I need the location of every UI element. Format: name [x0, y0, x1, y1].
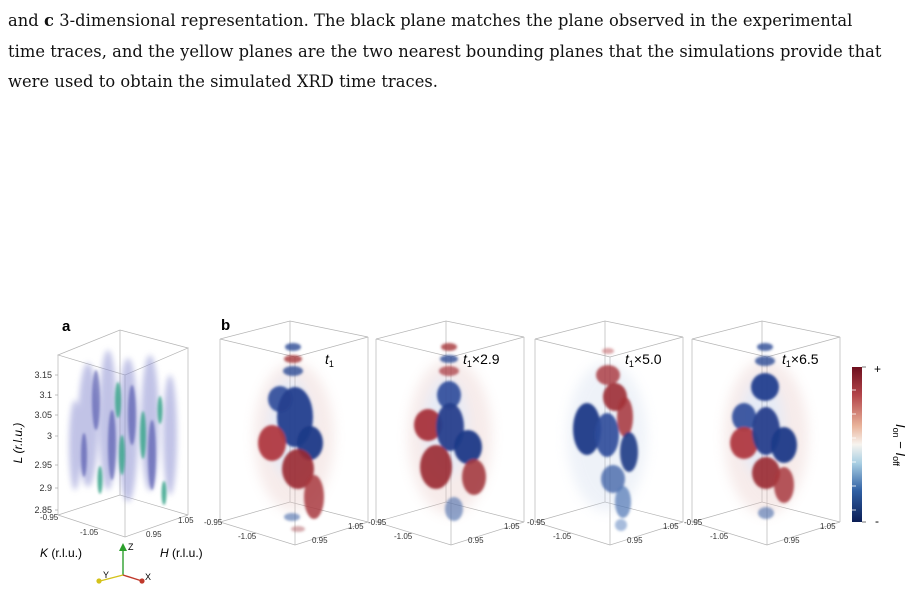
panel-b-cube-2: t1×2.9 -0.95 -1.05 0.95 1.05	[368, 320, 525, 546]
h-tick: 0.95	[312, 536, 328, 545]
k-tick: -1.05	[394, 532, 413, 541]
colorbar-minus: -	[875, 514, 879, 528]
k-tick: -0.95	[684, 518, 703, 527]
k-tick: -0.95	[368, 518, 387, 527]
k-tick: -0.95	[204, 518, 223, 527]
time-label: t1	[325, 351, 334, 369]
ytick-label: 3	[47, 431, 52, 441]
k-tick: -1.05	[553, 532, 572, 541]
panel-a-ylabel: L (r.l.u.)	[11, 423, 25, 464]
caption-line-3: were used to obtain the simulated XRD ti…	[8, 72, 439, 91]
h-tick: 0.95	[784, 536, 800, 545]
time-label: t1×5.0	[625, 351, 662, 369]
x-axis-line	[122, 574, 143, 582]
figure: a	[11, 317, 908, 584]
z-arrow-icon	[119, 543, 127, 551]
k-tick: -1.05	[238, 532, 257, 541]
h-tick: 1.05	[820, 522, 836, 531]
volume-blobs	[724, 343, 808, 519]
panel-b-label: b	[221, 317, 230, 334]
k-tick: -1.05	[80, 528, 99, 537]
colorbar-side-ticks	[862, 366, 866, 523]
panel-a-volume	[69, 350, 177, 505]
orientation-axes: Z Y X	[96, 542, 151, 584]
volume-blobs	[254, 343, 334, 532]
cube-ticks: -0.95 -1.05 0.95 1.05	[684, 518, 836, 545]
k-tick: -0.95	[527, 518, 546, 527]
time-label: t1×6.5	[782, 351, 819, 369]
colorbar-plus: +	[874, 362, 881, 376]
figure-caption: and c 3-dimensional representation. The …	[8, 6, 908, 98]
panel-b-cube-3: t1×5.0 -0.95 -1.05 0.95 1.05	[527, 320, 684, 546]
h-tick: 0.95	[146, 530, 162, 539]
y-axis-line	[99, 574, 124, 582]
y-arrow-icon	[96, 578, 102, 584]
caption-text: 3-dimensional representation. The black …	[53, 11, 853, 30]
caption-panel-ref: c	[44, 11, 54, 30]
panel-a-bottom-ticks: -0.95 -1.05 0.95 1.05	[40, 513, 194, 539]
cube-ticks: -0.95 -1.05 0.95 1.05	[204, 518, 364, 545]
h-tick: 0.95	[468, 536, 484, 545]
colorbar: + - Ion − Ioff	[852, 362, 908, 528]
panel-a-yticks: 3.15 3.1 3.05 3 2.95 2.9 2.85	[34, 370, 58, 515]
cube-ticks: -0.95 -1.05 0.95 1.05	[368, 518, 520, 545]
panel-b-cube-4: t1×6.5 -0.95 -1.05 0.95 1.05	[684, 320, 841, 546]
ytick-label: 2.95	[34, 460, 52, 470]
panel-a-klabel: K (r.l.u.)	[40, 546, 82, 560]
panel-a: a	[11, 318, 203, 584]
caption-line-2: time traces, and the yellow planes are t…	[8, 41, 882, 61]
colorbar-label: Ion − Ioff	[891, 424, 908, 466]
k-tick: -1.05	[710, 532, 729, 541]
y-axis-label: Y	[103, 570, 109, 580]
colorbar-ticks	[852, 389, 856, 511]
h-tick: 1.05	[348, 522, 364, 531]
ytick-label: 2.9	[39, 483, 52, 493]
panel-a-hlabel: H (r.l.u.)	[160, 546, 203, 560]
ytick-label: 3.15	[34, 370, 52, 380]
time-label: t1×2.9	[463, 351, 500, 369]
caption-line-1: and c 3-dimensional representation. The …	[8, 6, 908, 37]
caption-text: and	[8, 11, 44, 30]
z-axis-label: Z	[128, 542, 134, 552]
ytick-label: 2.85	[34, 505, 52, 515]
panel-a-label: a	[62, 318, 71, 335]
panel-b-cube-1: t1 -0.95 -1.05 0.95 1.05	[204, 320, 369, 546]
h-tick: 1.05	[178, 516, 194, 525]
ytick-label: 3.1	[39, 390, 52, 400]
x-axis-label: X	[145, 572, 151, 582]
cube-ticks: -0.95 -1.05 0.95 1.05	[527, 518, 679, 545]
volume-blobs	[567, 348, 647, 531]
h-tick: 1.05	[663, 522, 679, 531]
volume-blobs	[408, 343, 492, 521]
x-arrow-icon	[139, 578, 145, 584]
ytick-label: 3.05	[34, 410, 52, 420]
k-tick: -0.95	[40, 513, 59, 522]
h-tick: 1.05	[504, 522, 520, 531]
h-tick: 0.95	[627, 536, 643, 545]
colorbar-gradient	[852, 367, 862, 522]
